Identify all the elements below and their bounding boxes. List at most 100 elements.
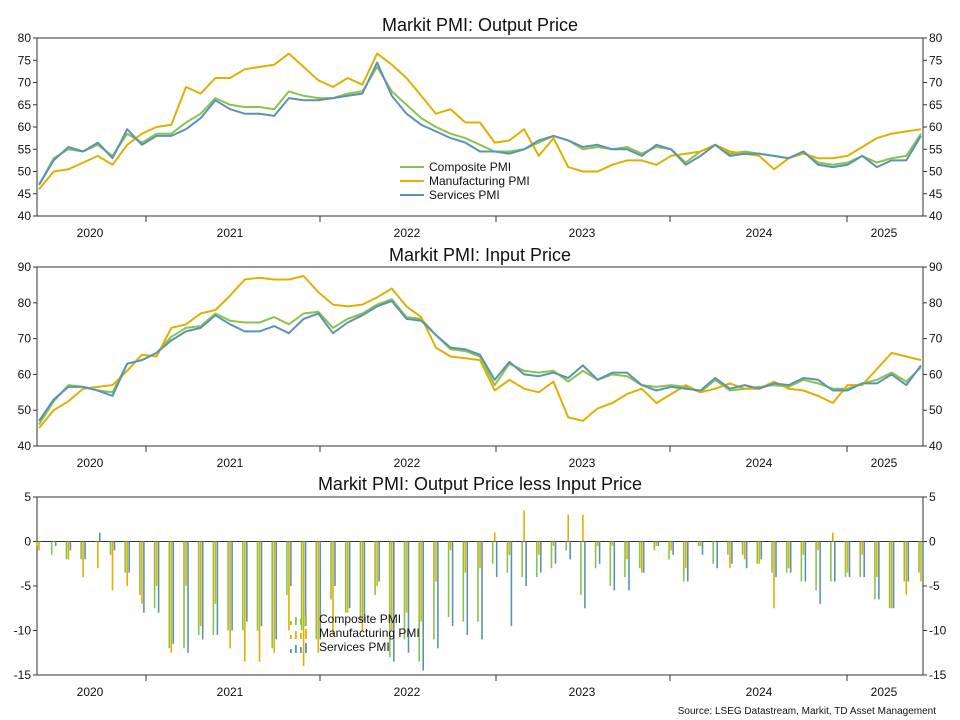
legend-swatch	[300, 633, 302, 639]
bar	[290, 541, 292, 586]
y-tick-label-left: 55	[18, 142, 32, 156]
bar	[892, 541, 895, 609]
bar	[491, 541, 494, 564]
bar	[536, 541, 538, 578]
legend-label: Composite PMI	[429, 160, 511, 174]
legend-swatch	[295, 645, 297, 653]
bar	[84, 541, 86, 560]
bar	[185, 541, 187, 586]
bar	[256, 541, 259, 631]
bar	[52, 541, 55, 542]
legend-swatch	[290, 635, 292, 639]
bar	[97, 541, 99, 569]
y-tick-label-right: 55	[929, 142, 943, 156]
bar	[319, 541, 322, 640]
bar	[668, 541, 670, 560]
bar	[157, 541, 160, 613]
bar	[493, 532, 496, 542]
bar	[844, 541, 847, 578]
bar	[861, 541, 863, 555]
y-tick-label-left: -5	[20, 579, 31, 593]
bar	[804, 541, 807, 582]
bar	[50, 541, 53, 555]
y-tick-label-right: 70	[929, 332, 943, 346]
bar	[697, 541, 700, 546]
bar	[391, 541, 393, 631]
bar	[231, 541, 233, 631]
y-tick-label-right: 70	[929, 76, 943, 90]
bar	[609, 541, 612, 586]
bar	[418, 541, 420, 662]
bar	[407, 541, 410, 653]
bar	[787, 541, 790, 569]
bar	[741, 541, 744, 555]
bar	[655, 541, 658, 546]
bar	[495, 541, 498, 578]
bar	[510, 541, 513, 627]
bar	[437, 541, 439, 649]
bar	[302, 541, 305, 667]
bar	[554, 541, 557, 564]
x-tick-label: 2020	[77, 456, 104, 470]
bar	[201, 541, 204, 640]
y-tick-label-right: -10	[929, 624, 947, 638]
bar	[506, 541, 509, 573]
y-tick-label-left: 65	[18, 98, 32, 112]
x-tick-label: 2023	[569, 685, 596, 699]
legend-swatch	[305, 629, 307, 639]
bar	[817, 541, 819, 551]
x-tick-label: 2020	[77, 685, 104, 699]
bar	[745, 541, 748, 569]
bar	[729, 541, 731, 569]
x-tick-label: 2022	[394, 456, 421, 470]
bar	[449, 541, 452, 551]
bar	[830, 541, 832, 582]
bar	[242, 541, 244, 631]
bar	[624, 541, 626, 578]
bar	[288, 541, 290, 631]
bar	[153, 541, 156, 609]
bar	[143, 541, 145, 613]
x-tick-label: 2024	[746, 456, 773, 470]
bar	[582, 514, 584, 542]
bar	[525, 541, 527, 586]
y-tick-label-left: -10	[14, 624, 32, 638]
bar	[731, 541, 733, 564]
bar	[657, 541, 660, 546]
chart-title: Markit PMI: Input Price	[389, 245, 571, 265]
legend-swatch	[290, 621, 292, 625]
bar	[905, 541, 908, 595]
bar	[890, 541, 893, 609]
chart-panel-2: Markit PMI: Input Price 40 40 50 50 60 60 70 70 8…	[18, 245, 943, 470]
bar	[775, 541, 777, 578]
bar	[199, 541, 202, 627]
bar	[275, 541, 277, 640]
y-tick-label-right: 75	[929, 53, 943, 67]
x-tick-label: 2022	[394, 685, 421, 699]
bar	[640, 541, 643, 573]
bar	[393, 541, 395, 662]
bar	[638, 541, 641, 569]
bar	[172, 541, 175, 644]
y-tick-label-right: 0	[929, 535, 936, 549]
bar	[229, 541, 231, 649]
bar	[286, 541, 288, 595]
y-tick-label-right: 50	[929, 165, 943, 179]
bar	[477, 541, 479, 622]
bar	[99, 532, 101, 542]
x-tick-label: 2025	[871, 226, 898, 240]
bar	[80, 541, 82, 560]
bar	[834, 541, 836, 582]
bar	[584, 541, 586, 609]
bar	[760, 541, 763, 560]
x-tick-label: 2025	[871, 456, 898, 470]
y-tick-label-right: 45	[929, 187, 943, 201]
bar	[346, 541, 349, 613]
legend-label: Services PMI	[429, 188, 500, 202]
bar	[878, 541, 880, 600]
bar	[344, 541, 347, 613]
bar	[596, 541, 599, 546]
bar	[422, 541, 424, 671]
bar	[36, 541, 38, 546]
